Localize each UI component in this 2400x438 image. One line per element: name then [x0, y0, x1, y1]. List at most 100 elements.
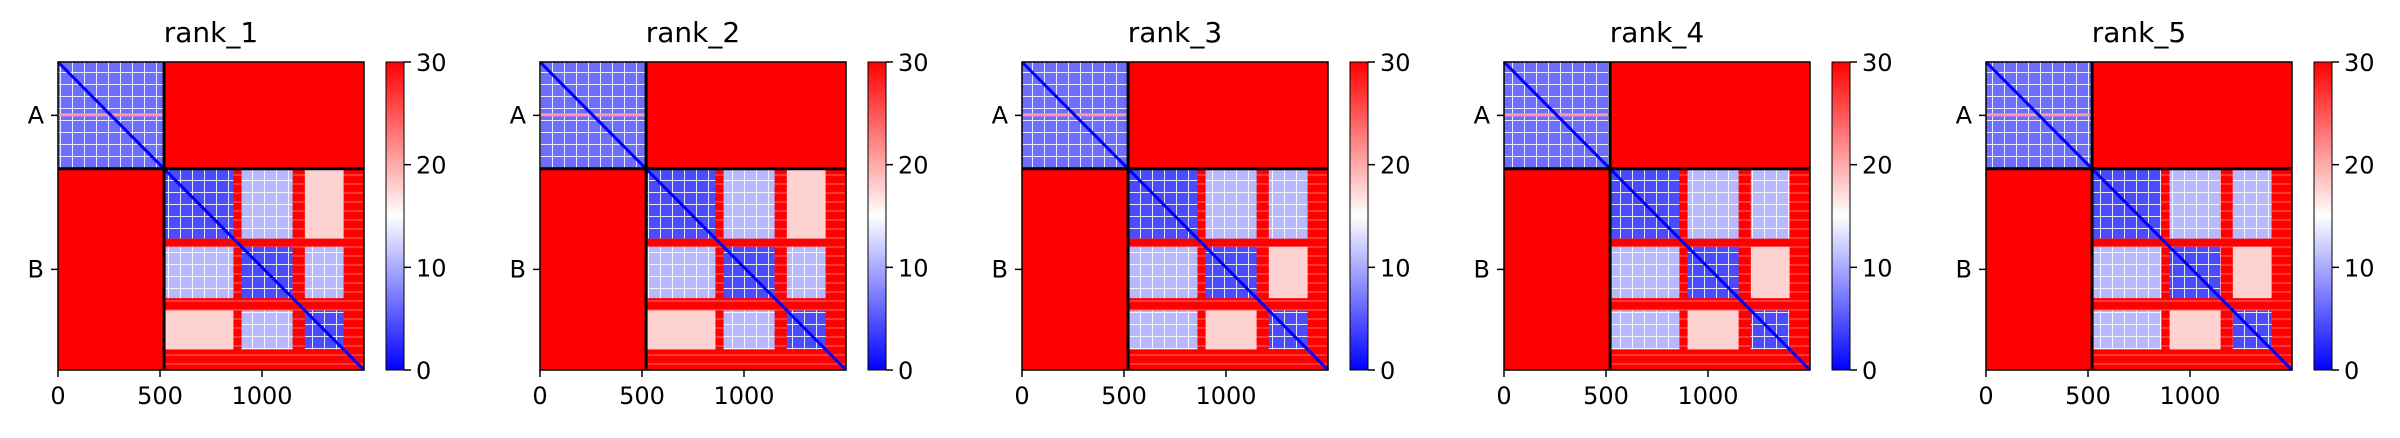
domain-block [1205, 310, 1257, 350]
panel-rank_3: rank_3 0 500 1000 A B 0 10 20 30 [992, 16, 1411, 410]
y-tick-label: B [992, 255, 1008, 283]
domain-block [1268, 246, 1308, 299]
domain-block-texture [646, 246, 716, 299]
colorbar-tick-label: 10 [1862, 254, 1893, 282]
colorbar [867, 61, 887, 371]
axes-frame [1503, 61, 1811, 371]
domain-block [1750, 246, 1790, 299]
colorbar-tick-label: 0 [416, 357, 431, 385]
x-tick-label: 1000 [713, 382, 774, 410]
domain-block-texture [241, 310, 293, 350]
domain-block-texture [2092, 310, 2162, 350]
x-tick-label: 0 [532, 382, 547, 410]
domain-block [1687, 310, 1739, 350]
axes-frame [1021, 61, 1329, 371]
x-tick-label: 0 [1496, 382, 1511, 410]
axes-frame [1985, 61, 2293, 371]
colorbar-tick-label: 20 [1862, 152, 1893, 180]
domain-block-texture [1128, 246, 1198, 299]
domain-block-texture [1750, 168, 1790, 239]
domain-block-texture [2232, 168, 2272, 239]
colorbar-tick-label: 0 [1862, 357, 1877, 385]
x-tick-label: 0 [1014, 382, 1029, 410]
y-tick-label: A [1474, 101, 1491, 129]
domain-block [2169, 310, 2221, 350]
y-tick-label: A [1956, 101, 1973, 129]
colorbar-tick-label: 20 [416, 152, 447, 180]
panel-rank_5: rank_5 0 500 1000 A B 0 10 20 30 [1956, 16, 2375, 410]
domain-block-texture [786, 246, 826, 299]
panel-title: rank_3 [1128, 16, 1222, 49]
domain-block-texture [164, 246, 234, 299]
domain-block-texture [1610, 246, 1680, 299]
colorbar-tick-label: 0 [2344, 357, 2359, 385]
y-tick-label: B [1956, 255, 1972, 283]
y-tick-label: A [992, 101, 1009, 129]
domain-block-texture [1128, 310, 1198, 350]
colorbar [385, 61, 405, 371]
x-tick-label: 1000 [2159, 382, 2220, 410]
domain-block-texture [1610, 310, 1680, 350]
domain-block-texture [723, 310, 775, 350]
x-tick-label: 500 [137, 382, 183, 410]
x-tick-label: 500 [2065, 382, 2111, 410]
colorbar-tick-label: 20 [1380, 152, 1411, 180]
panel-title: rank_5 [2092, 16, 2186, 49]
colorbar-tick-label: 10 [2344, 254, 2375, 282]
colorbar [1349, 61, 1369, 371]
x-tick-label: 500 [619, 382, 665, 410]
colorbar-tick-label: 10 [1380, 254, 1411, 282]
x-tick-label: 1000 [1677, 382, 1738, 410]
domain-block-texture [2092, 246, 2162, 299]
colorbar-tick-label: 30 [2344, 49, 2375, 77]
colorbar-tick-label: 30 [416, 49, 447, 77]
domain-block [304, 168, 344, 239]
axes-frame [57, 61, 365, 371]
x-tick-label: 0 [50, 382, 65, 410]
panel-title: rank_2 [646, 16, 740, 49]
domain-block-texture [723, 168, 775, 239]
domain-block-texture [1687, 168, 1739, 239]
panel-rank_2: rank_2 0 500 1000 A B 0 10 20 30 [510, 16, 929, 410]
panel-rank_1: rank_1 0 500 1000 A B 0 10 20 30 [28, 16, 447, 410]
colorbar-tick-label: 0 [898, 357, 913, 385]
colorbar [2313, 61, 2333, 371]
colorbar-tick-label: 10 [416, 254, 447, 282]
diagonal [1502, 60, 1812, 372]
colorbar-tick-label: 30 [1862, 49, 1893, 77]
x-tick-label: 0 [1978, 382, 1993, 410]
diagonal [1020, 60, 1330, 372]
y-tick-label: B [28, 255, 44, 283]
diagonal [56, 60, 366, 372]
domain-block [164, 310, 234, 350]
x-tick-label: 1000 [1195, 382, 1256, 410]
x-tick-label: 1000 [231, 382, 292, 410]
domain-block-texture [2169, 168, 2221, 239]
axes-frame [539, 61, 847, 371]
x-tick-label: 500 [1101, 382, 1147, 410]
colorbar [1831, 61, 1851, 371]
y-tick-label: A [510, 101, 527, 129]
y-tick-label: A [28, 101, 45, 129]
domain-block-texture [1205, 168, 1257, 239]
panel-title: rank_1 [164, 16, 258, 49]
colorbar-tick-label: 20 [898, 152, 929, 180]
x-tick-label: 500 [1583, 382, 1629, 410]
domain-block [646, 310, 716, 350]
domain-block [786, 168, 826, 239]
colorbar-tick-label: 10 [898, 254, 929, 282]
y-tick-label: B [1474, 255, 1490, 283]
panel-title: rank_4 [1610, 16, 1704, 49]
domain-block-texture [304, 246, 344, 299]
diagonal [538, 60, 848, 372]
colorbar-tick-label: 20 [2344, 152, 2375, 180]
colorbar-tick-label: 0 [1380, 357, 1395, 385]
colorbar-tick-label: 30 [1380, 49, 1411, 77]
domain-block [2232, 246, 2272, 299]
colorbar-tick-label: 30 [898, 49, 929, 77]
diagonal [1984, 60, 2294, 372]
domain-block-texture [1268, 168, 1308, 239]
panel-rank_4: rank_4 0 500 1000 A B 0 10 20 30 [1474, 16, 1893, 410]
domain-block-texture [241, 168, 293, 239]
